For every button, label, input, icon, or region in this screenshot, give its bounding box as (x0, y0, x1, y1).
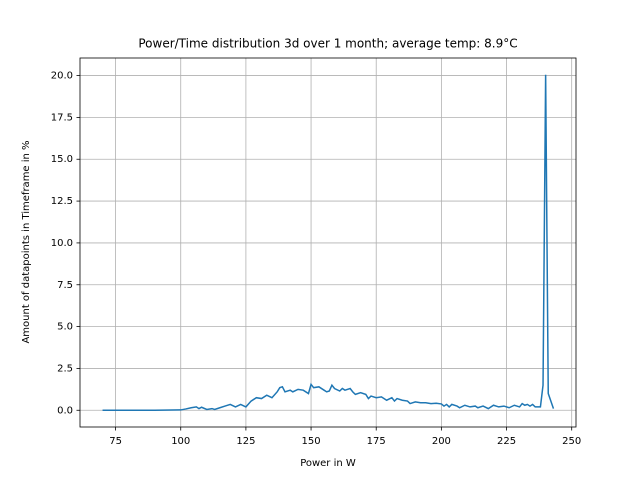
x-tick-label: 75 (109, 436, 122, 447)
x-tick-label: 100 (171, 436, 190, 447)
y-tick-label: 17.5 (51, 112, 73, 123)
y-tick-label: 12.5 (51, 196, 73, 207)
y-tick-label: 7.5 (57, 280, 73, 291)
x-tick-label: 225 (497, 436, 516, 447)
y-axis-label: Amount of datapoints in Timeframe in % (21, 140, 32, 343)
data-line (102, 74, 555, 412)
y-tick-label: 10.0 (51, 238, 73, 249)
x-tick-label: 250 (562, 436, 581, 447)
y-tick-label: 2.5 (57, 363, 73, 374)
y-tick-label: 0.0 (57, 405, 73, 416)
y-tick-label: 5.0 (57, 322, 73, 333)
x-tick-label: 200 (432, 436, 451, 447)
x-axis-label: Power in W (300, 458, 356, 469)
y-tick-label: 15.0 (51, 154, 73, 165)
x-tick-label: 175 (367, 436, 386, 447)
x-tick-label: 150 (302, 436, 321, 447)
chart-title: Power/Time distribution 3d over 1 month;… (138, 37, 517, 51)
plot-frame (79, 57, 577, 428)
x-tick-label: 125 (236, 436, 255, 447)
y-tick-label: 20.0 (51, 71, 73, 82)
